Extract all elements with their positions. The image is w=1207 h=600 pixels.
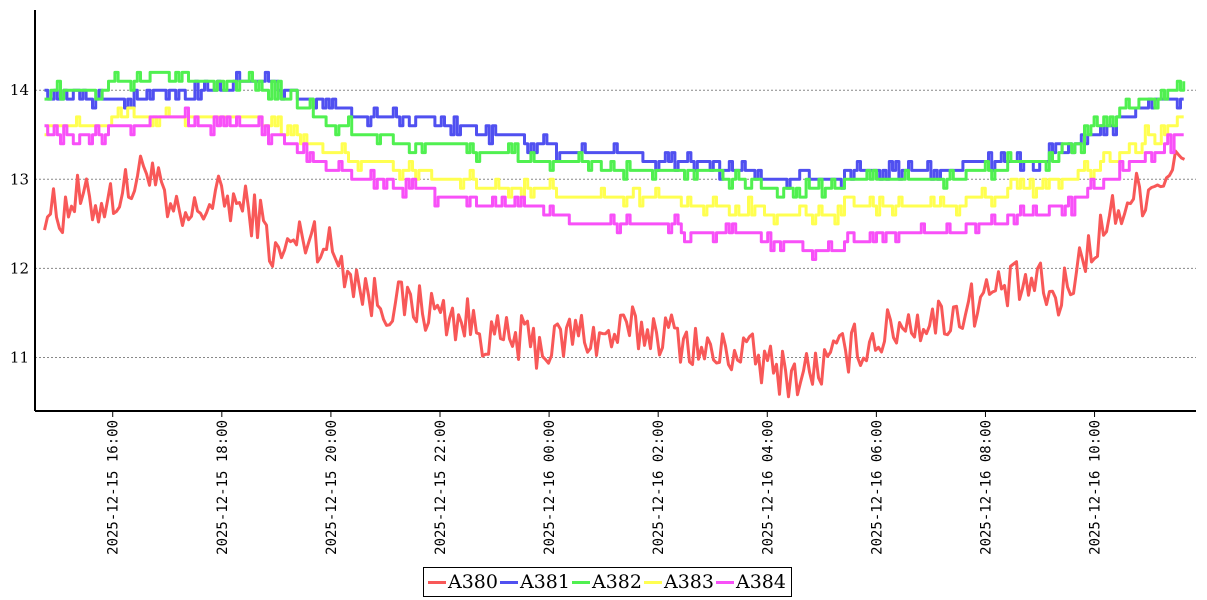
x-tick-label: 2025-12-15 20:00 xyxy=(324,420,340,555)
legend-swatch xyxy=(428,580,446,584)
x-tick-label: 2025-12-16 02:00 xyxy=(651,420,667,555)
x-tick-label: 2025-12-15 18:00 xyxy=(215,420,231,555)
x-tick-label: 2025-12-16 06:00 xyxy=(869,420,885,555)
x-tick-label: 2025-12-16 08:00 xyxy=(978,420,994,555)
legend-label: A383 xyxy=(664,571,714,593)
legend-swatch xyxy=(716,580,734,584)
y-tick-label: 11 xyxy=(10,349,29,367)
x-tick-label: 2025-12-16 04:00 xyxy=(760,420,776,555)
x-tick-label: 2025-12-16 10:00 xyxy=(1088,420,1104,555)
y-tick-label: 14 xyxy=(10,81,29,99)
y-tick-label: 12 xyxy=(10,259,29,277)
y-tick-label: 13 xyxy=(10,170,29,188)
legend-swatch xyxy=(500,580,518,584)
legend-swatch xyxy=(572,580,590,584)
legend-label: A382 xyxy=(592,571,642,593)
legend-label: A381 xyxy=(520,571,570,593)
legend-swatch xyxy=(644,580,662,584)
legend-label: A384 xyxy=(736,571,786,593)
series-line-a384 xyxy=(44,106,1184,261)
series-lines xyxy=(43,70,1186,399)
legend-item-a381: A381 xyxy=(500,571,570,593)
legend-item-a384: A384 xyxy=(716,571,786,593)
x-tick-label: 2025-12-16 00:00 xyxy=(542,420,558,555)
x-tick-label: 2025-12-15 16:00 xyxy=(106,420,122,555)
legend-item-a383: A383 xyxy=(644,571,714,593)
chart-legend: A380 A381 A382 A383 A384 xyxy=(423,567,792,597)
x-tick-label: 2025-12-15 22:00 xyxy=(433,420,449,555)
y-ticks: 11 12 13 14 xyxy=(10,81,29,366)
legend-item-a382: A382 xyxy=(572,571,642,593)
x-ticks: 2025-12-15 16:00 2025-12-15 18:00 2025-12-… xyxy=(106,411,1104,555)
axes xyxy=(34,10,1196,412)
series-line-a382 xyxy=(44,70,1186,199)
legend-label: A380 xyxy=(448,571,498,593)
legend-item-a380: A380 xyxy=(428,571,498,593)
series-line-a380 xyxy=(43,149,1186,399)
